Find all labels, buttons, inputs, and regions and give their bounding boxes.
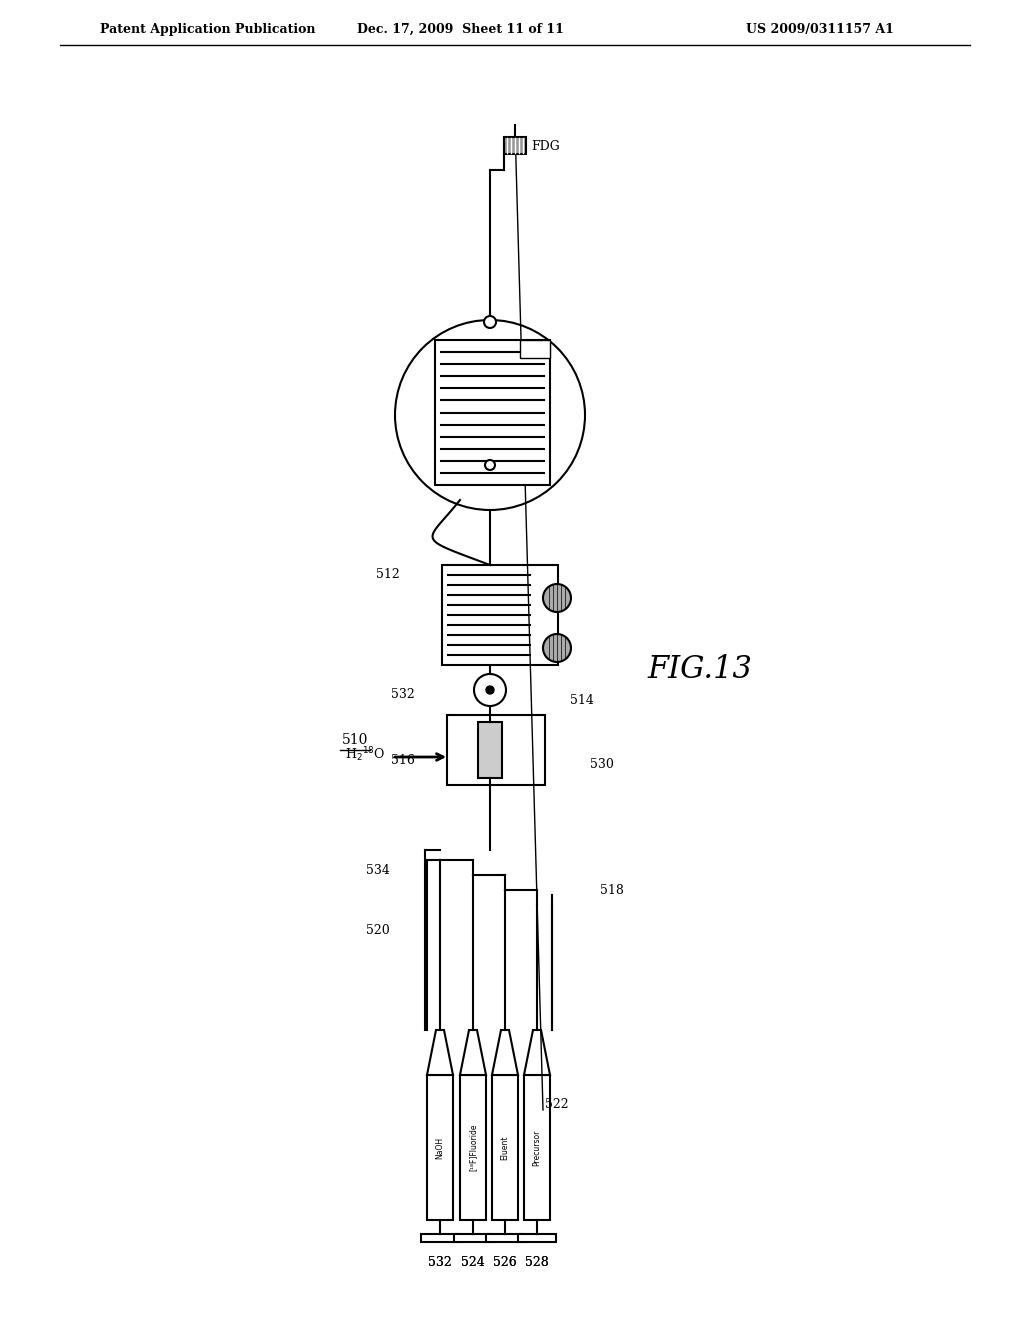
Text: 516: 516 [391,754,415,767]
Bar [460,1074,486,1220]
Text: 526: 526 [494,1257,517,1269]
Circle shape [486,686,494,694]
Text: 528: 528 [525,1257,549,1269]
Bar [478,722,502,777]
Bar [524,1074,550,1220]
Circle shape [474,675,506,706]
Text: 526: 526 [494,1257,517,1269]
Text: H$_2$$^{18}$O: H$_2$$^{18}$O [345,746,385,764]
Text: 520: 520 [367,924,390,936]
Text: [¹⁸F]Fluoride: [¹⁸F]Fluoride [469,1123,477,1171]
Bar [492,1074,518,1220]
Circle shape [485,459,495,470]
Text: 532: 532 [391,689,415,701]
Circle shape [484,315,496,327]
Bar [447,715,545,785]
Text: 524: 524 [461,1257,485,1269]
Polygon shape [492,1030,518,1074]
Text: Dec. 17, 2009  Sheet 11 of 11: Dec. 17, 2009 Sheet 11 of 11 [356,22,563,36]
Polygon shape [427,1030,453,1074]
Text: 514: 514 [570,693,594,706]
Text: Precursor: Precursor [532,1130,542,1166]
Bar [486,1234,524,1242]
Bar [454,1234,492,1242]
Text: US 2009/0311157 A1: US 2009/0311157 A1 [746,22,894,36]
Bar [427,1074,453,1220]
Bar [421,1234,459,1242]
Text: 534: 534 [367,863,390,876]
Text: 530: 530 [590,759,613,771]
Text: 510: 510 [342,733,369,747]
Text: 518: 518 [600,883,624,896]
Text: Patent Application Publication: Patent Application Publication [100,22,315,36]
Bar [504,137,526,154]
Text: NaOH: NaOH [435,1137,444,1159]
Text: 532: 532 [428,1257,452,1269]
Circle shape [543,634,571,663]
Bar [518,1234,556,1242]
Text: FIG.13: FIG.13 [647,655,753,685]
Bar [435,341,550,484]
Polygon shape [524,1030,550,1074]
Text: 524: 524 [461,1257,485,1269]
Text: Eluent: Eluent [501,1135,510,1160]
Polygon shape [460,1030,486,1074]
Text: FDG: FDG [531,140,560,153]
Circle shape [543,583,571,612]
Circle shape [395,319,585,510]
Text: 528: 528 [525,1257,549,1269]
Bar [442,565,558,665]
Text: 512: 512 [376,569,400,582]
Bar [520,341,550,358]
Text: 532: 532 [428,1257,452,1269]
Text: 522: 522 [545,1098,568,1111]
